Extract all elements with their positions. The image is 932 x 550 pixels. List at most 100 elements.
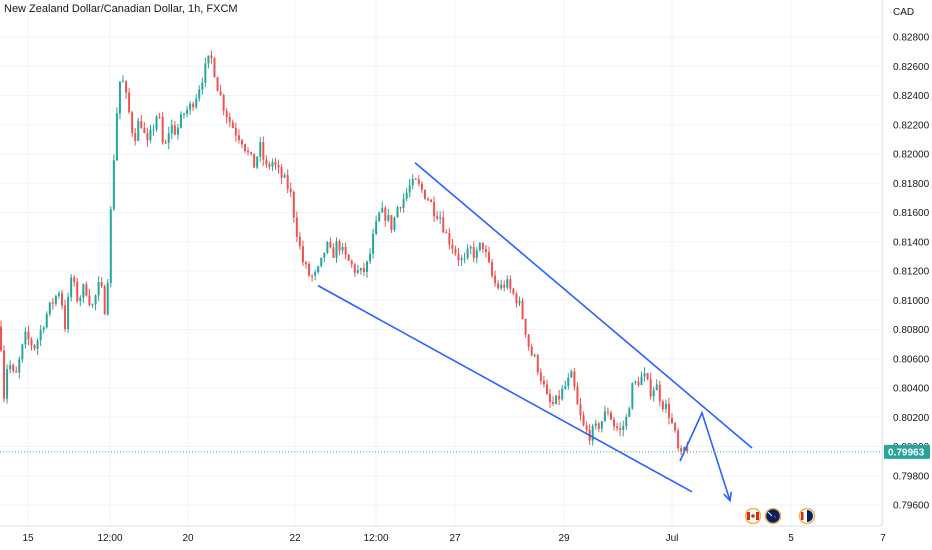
y-tick-label: 0.82800	[893, 33, 930, 44]
candle-body	[652, 390, 655, 397]
candle-body	[198, 89, 201, 99]
candle-body	[179, 114, 182, 128]
candle-body	[433, 201, 436, 217]
candle-body	[18, 359, 21, 373]
candle-body	[42, 327, 45, 330]
candle-body	[411, 178, 414, 186]
new-zealand-flag-icon[interactable]	[764, 507, 782, 525]
candle-body	[240, 140, 243, 145]
candle-body	[332, 247, 335, 258]
flag-half	[807, 510, 813, 522]
trendline-layer[interactable]	[317, 162, 753, 503]
candle-body	[6, 369, 9, 399]
candle-body	[347, 254, 350, 261]
candle-body	[420, 183, 423, 190]
candle-body	[463, 258, 466, 260]
candle-body	[311, 275, 314, 277]
canada-flag-icon[interactable]	[744, 507, 762, 525]
candle-body	[515, 293, 518, 304]
candle-body	[140, 121, 143, 128]
last-price-label: 0.79963	[888, 447, 925, 458]
candle-body	[384, 207, 387, 221]
x-tick-label: Jul	[666, 533, 679, 544]
candle-body	[308, 264, 311, 276]
candle-body	[225, 110, 228, 118]
candle-body	[85, 284, 88, 296]
candle-body	[680, 448, 683, 452]
candle-body	[491, 262, 494, 276]
candle-body	[533, 355, 536, 357]
candle-body	[475, 250, 478, 259]
event-markers[interactable]	[744, 507, 816, 525]
candle-body	[143, 127, 146, 134]
candle-body	[390, 215, 393, 230]
candle-body	[48, 302, 51, 315]
y-tick-label: 0.81200	[893, 267, 930, 278]
candle-body	[344, 246, 347, 255]
candle-body	[350, 260, 353, 265]
projection-arrowhead[interactable]	[723, 491, 733, 503]
candle-body	[341, 246, 344, 251]
candle-body	[488, 252, 490, 263]
candle-body	[423, 189, 426, 200]
x-tick-label: 5	[788, 533, 794, 544]
candle-body	[173, 125, 176, 135]
candle-body	[591, 425, 594, 441]
candle-body	[649, 379, 652, 397]
candle-body	[149, 129, 152, 141]
candle-body	[335, 241, 338, 258]
candle-body	[585, 425, 588, 430]
candle-body	[616, 426, 619, 429]
candle-body	[469, 247, 472, 249]
y-tick-label: 0.82000	[893, 150, 930, 161]
y-tick-label: 0.80200	[893, 413, 930, 424]
candle-body	[512, 288, 515, 294]
candle-body	[631, 383, 634, 409]
candle-body	[594, 423, 597, 426]
candle-body	[64, 305, 67, 329]
candle-body	[683, 447, 686, 452]
candle-body	[210, 55, 213, 59]
candle-body	[445, 232, 448, 234]
candle-body	[552, 401, 555, 405]
candle-body	[573, 371, 576, 387]
candle-body	[427, 199, 429, 201]
candle-body	[603, 411, 606, 422]
candle-body	[326, 242, 329, 253]
candle-body	[88, 295, 91, 306]
candle-body	[213, 58, 216, 78]
candle-body	[137, 121, 140, 141]
candle-body	[9, 364, 12, 370]
candle-body	[161, 116, 164, 143]
candle-body	[27, 331, 30, 340]
x-tick-label: 12:00	[97, 533, 122, 544]
candle-body	[542, 380, 545, 385]
flag-band-right	[756, 512, 759, 520]
x-tick-label: 22	[289, 533, 301, 544]
candle-body	[634, 381, 637, 384]
candle-body	[448, 233, 451, 245]
candle-body	[61, 293, 63, 306]
trendline[interactable]	[414, 162, 753, 449]
candle-body	[640, 376, 643, 386]
candle-body	[567, 377, 570, 386]
candle-body	[439, 217, 442, 219]
candle-body	[115, 113, 118, 161]
candle-body	[658, 384, 661, 402]
candle-body	[646, 373, 649, 380]
candle-body	[637, 381, 640, 386]
projection-path[interactable]	[679, 410, 731, 501]
candle-body	[195, 98, 198, 108]
candle-body	[289, 188, 292, 192]
candle-body	[613, 419, 616, 427]
y-tick-label: 0.82600	[893, 62, 930, 73]
candle-body	[503, 284, 506, 288]
candle-body	[338, 241, 341, 251]
trendline[interactable]	[317, 284, 693, 493]
canada-nz-flag-icon[interactable]	[798, 507, 816, 525]
candle-body	[106, 283, 109, 315]
candle-body	[100, 281, 103, 287]
